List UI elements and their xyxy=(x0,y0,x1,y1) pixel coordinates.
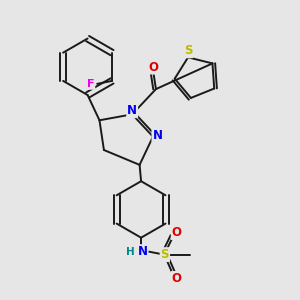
Text: S: S xyxy=(160,248,169,261)
Text: O: O xyxy=(172,272,182,285)
Text: O: O xyxy=(172,226,182,239)
Text: O: O xyxy=(148,61,159,74)
Text: N: N xyxy=(127,104,137,117)
Text: N: N xyxy=(138,245,148,258)
Text: S: S xyxy=(184,44,192,57)
Text: F: F xyxy=(87,79,94,89)
Text: H: H xyxy=(126,247,135,257)
Text: N: N xyxy=(152,129,162,142)
